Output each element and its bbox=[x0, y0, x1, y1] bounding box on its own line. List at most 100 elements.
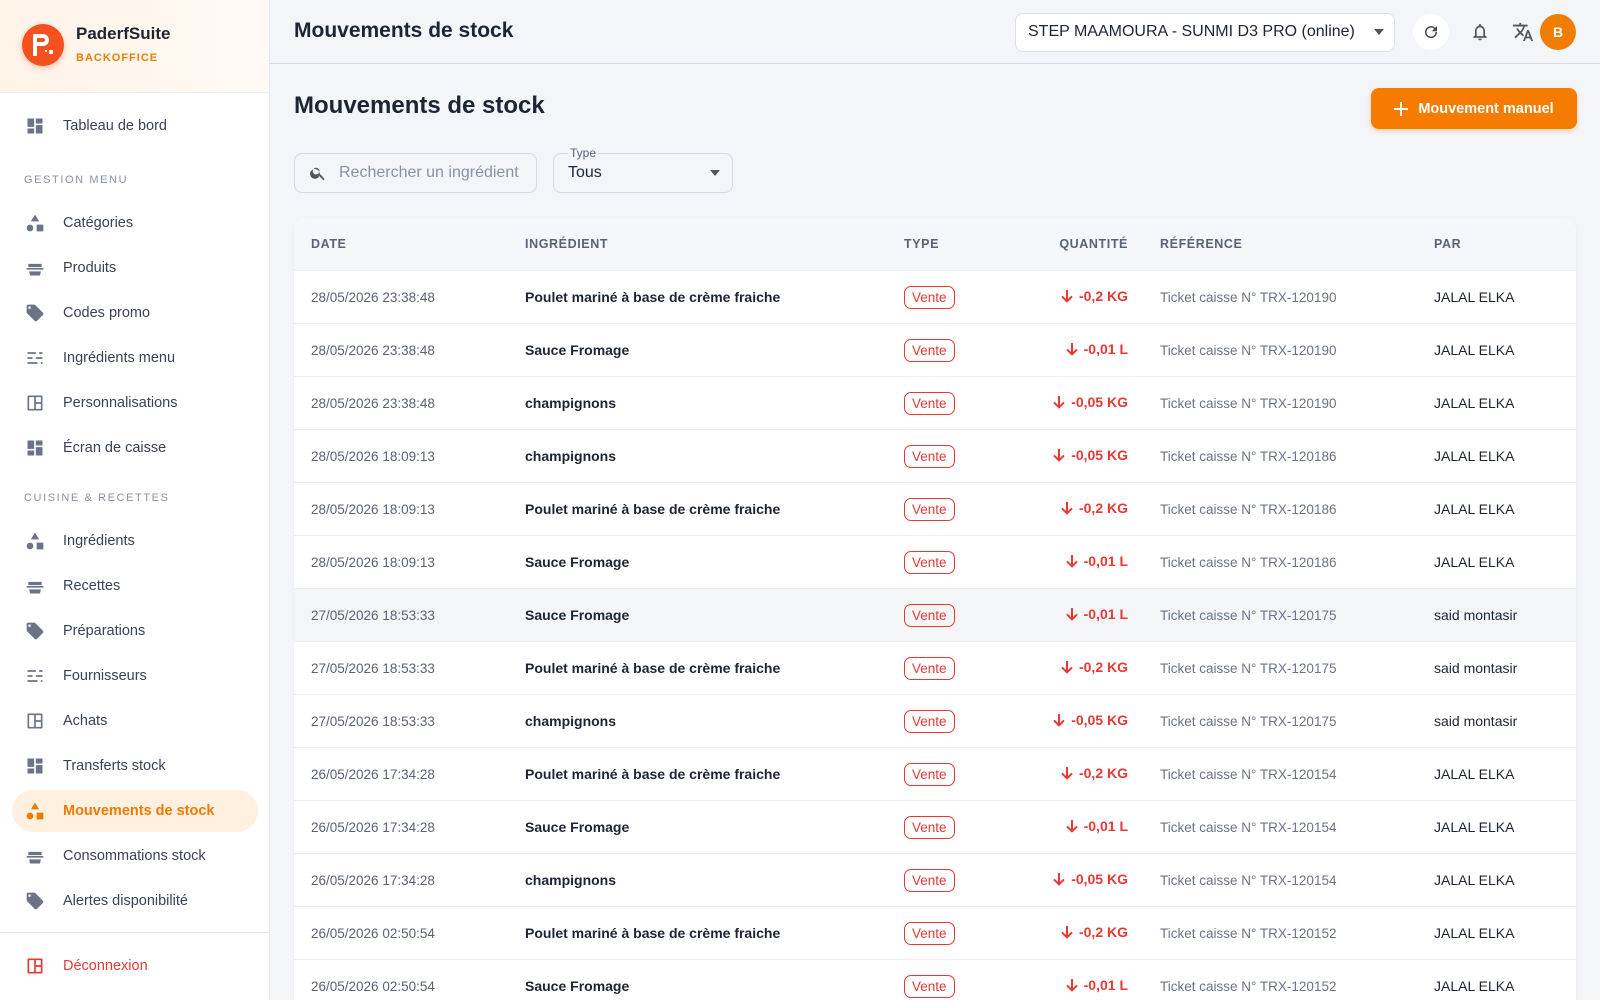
quantity-cell: -0,01 L bbox=[1014, 818, 1128, 836]
quantity-cell: -0,2 KG bbox=[1014, 924, 1128, 942]
user-cell: JALAL ELKA bbox=[1434, 554, 1515, 570]
ingredient-cell: champignons bbox=[525, 395, 617, 411]
nav-label: Produits bbox=[63, 260, 117, 276]
nav-icon bbox=[26, 851, 44, 864]
table-row[interactable]: 26/05/2026 02:50:54 Sauce Fromage Vente -0,… bbox=[294, 960, 1576, 1000]
type-badge: Vente bbox=[904, 497, 955, 521]
filter-value: Tous bbox=[568, 164, 602, 181]
date-cell: 26/05/2026 17:34:28 bbox=[311, 872, 435, 888]
column-header: RÉFÉRENCE bbox=[1160, 237, 1243, 251]
date-cell: 28/05/2026 23:38:48 bbox=[311, 342, 435, 358]
table-row[interactable]: 28/05/2026 23:38:48 champignons Vente -0,05… bbox=[294, 377, 1576, 430]
table-row[interactable]: 28/05/2026 23:38:48 Poulet mariné à base … bbox=[294, 271, 1576, 324]
quantity-cell: -0,05 KG bbox=[1014, 447, 1128, 465]
table-row[interactable]: 28/05/2026 18:09:13 champignons Vente -0,05… bbox=[294, 430, 1576, 483]
quantity-value: -0,05 KG bbox=[1071, 447, 1128, 464]
type-cell: Vente bbox=[904, 338, 1014, 362]
type-badge: Vente bbox=[904, 868, 955, 892]
nav-item[interactable]: Transferts stock bbox=[12, 745, 258, 787]
quantity-cell: -0,01 L bbox=[1014, 977, 1128, 995]
nav-item[interactable]: Écran de caisse bbox=[12, 427, 258, 469]
refresh-button[interactable] bbox=[1413, 14, 1449, 50]
nav-icon bbox=[26, 581, 44, 594]
date-cell: 28/05/2026 23:38:48 bbox=[311, 395, 435, 411]
user-cell: JALAL ELKA bbox=[1434, 766, 1515, 782]
quantity-value: -0,01 L bbox=[1083, 977, 1128, 994]
nav-item[interactable]: Recettes bbox=[12, 565, 258, 607]
table-row[interactable]: 26/05/2026 17:34:28 champignons Vente -0,05… bbox=[294, 854, 1576, 907]
nav-label: Déconnexion bbox=[63, 958, 148, 974]
nav-item[interactable]: Tableau de bord bbox=[12, 105, 258, 147]
quantity-value: -0,2 KG bbox=[1078, 765, 1128, 782]
ingredient-cell: champignons bbox=[525, 872, 617, 888]
section-title: CUISINE & RECETTES bbox=[24, 492, 170, 504]
nav-item[interactable]: Ingrédients menu bbox=[12, 337, 258, 379]
down-arrow bbox=[1061, 660, 1073, 674]
table-row[interactable]: 28/05/2026 23:38:48 Sauce Fromage Vente -0,… bbox=[294, 324, 1576, 377]
section-title: GESTION MENU bbox=[24, 174, 129, 186]
table-row[interactable]: 28/05/2026 18:09:13 Poulet mariné à base … bbox=[294, 483, 1576, 536]
type-cell: Vente bbox=[904, 974, 1014, 998]
nav-item[interactable]: Catégories bbox=[12, 202, 258, 244]
type-filter[interactable]: Type Tous bbox=[553, 146, 733, 193]
nav-item[interactable]: Préparations bbox=[12, 610, 258, 652]
store-select[interactable]: STEP MAAMOURA - SUNMI D3 PRO (online) bbox=[1015, 13, 1395, 52]
table-row[interactable]: 27/05/2026 18:53:33 Poulet mariné à base … bbox=[294, 642, 1576, 695]
ingredient-cell: Sauce Fromage bbox=[525, 342, 630, 358]
topbar-title: Mouvements de stock bbox=[294, 19, 514, 42]
down-arrow bbox=[1065, 342, 1078, 356]
type-badge: Vente bbox=[904, 603, 955, 627]
table-row[interactable]: 26/05/2026 02:50:54 Poulet mariné à base … bbox=[294, 907, 1576, 960]
user-cell: said montasir bbox=[1434, 713, 1518, 729]
nav-item[interactable]: Fournisseurs bbox=[12, 655, 258, 697]
nav-label: Transferts stock bbox=[63, 758, 166, 774]
search-input[interactable]: Rechercher un ingrédient bbox=[294, 153, 537, 193]
table-row[interactable]: 26/05/2026 17:34:28 Sauce Fromage Vente -0,… bbox=[294, 801, 1576, 854]
language-button[interactable] bbox=[1505, 14, 1541, 50]
type-badge: Vente bbox=[904, 391, 955, 415]
table-row[interactable]: 28/05/2026 18:09:13 Sauce Fromage Vente -0,… bbox=[294, 536, 1576, 589]
nav-item[interactable]: Achats bbox=[12, 700, 258, 742]
avatar[interactable]: B bbox=[1540, 14, 1576, 50]
nav-item[interactable]: Produits bbox=[12, 247, 258, 289]
user-cell: JALAL ELKA bbox=[1434, 448, 1515, 464]
user-cell: JALAL ELKA bbox=[1434, 925, 1515, 941]
reference-cell: Ticket caisse N° TRX-120190 bbox=[1160, 289, 1337, 305]
reference-cell: Ticket caisse N° TRX-120175 bbox=[1160, 660, 1337, 676]
nav-item[interactable]: Personnalisations bbox=[12, 382, 258, 424]
nav-label: Ingrédients menu bbox=[63, 350, 176, 366]
button-label: Mouvement manuel bbox=[1418, 100, 1554, 117]
nav-item[interactable]: Alertes disponibilité bbox=[12, 880, 258, 922]
quantity: -0,05 KG bbox=[1053, 712, 1128, 728]
quantity-cell: -0,01 L bbox=[1014, 553, 1128, 571]
nav-icon bbox=[26, 263, 44, 276]
table-row[interactable]: 26/05/2026 17:34:28 Poulet mariné à base … bbox=[294, 748, 1576, 801]
type-badge: Vente bbox=[904, 656, 955, 680]
notifications-button[interactable] bbox=[1462, 14, 1498, 50]
table-row[interactable]: 27/05/2026 18:53:33 Sauce Fromage Vente -0,… bbox=[294, 589, 1576, 642]
quantity: -0,05 KG bbox=[1053, 871, 1128, 887]
type-cell: Vente bbox=[904, 285, 1014, 309]
nav-item[interactable]: Consommations stock bbox=[12, 835, 258, 877]
down-arrow bbox=[1065, 554, 1078, 568]
down-arrow bbox=[1065, 607, 1078, 621]
nav-item[interactable]: Mouvements de stock bbox=[12, 790, 258, 832]
date-cell: 28/05/2026 18:09:13 bbox=[311, 554, 435, 570]
nav-item[interactable]: Déconnexion bbox=[12, 945, 258, 987]
user-cell: JALAL ELKA bbox=[1434, 289, 1515, 305]
nav-icon bbox=[27, 713, 43, 729]
user-cell: JALAL ELKA bbox=[1434, 819, 1515, 835]
table-row[interactable]: 27/05/2026 18:53:33 champignons Vente -0,05… bbox=[294, 695, 1576, 748]
down-arrow bbox=[1053, 395, 1065, 409]
type-cell: Vente bbox=[904, 709, 1014, 733]
type-badge: Vente bbox=[904, 974, 955, 998]
nav-item[interactable]: Ingrédients bbox=[12, 520, 258, 562]
quantity: -0,2 KG bbox=[1061, 765, 1128, 781]
nav-label: Catégories bbox=[63, 215, 134, 231]
user-cell: JALAL ELKA bbox=[1434, 978, 1515, 994]
nav-label: Alertes disponibilité bbox=[63, 893, 188, 909]
column-header: DATE bbox=[311, 237, 347, 251]
add-movement-button[interactable]: Mouvement manuel bbox=[1371, 88, 1577, 129]
nav-item[interactable]: Codes promo bbox=[12, 292, 258, 334]
quantity: -0,01 L bbox=[1065, 553, 1128, 569]
